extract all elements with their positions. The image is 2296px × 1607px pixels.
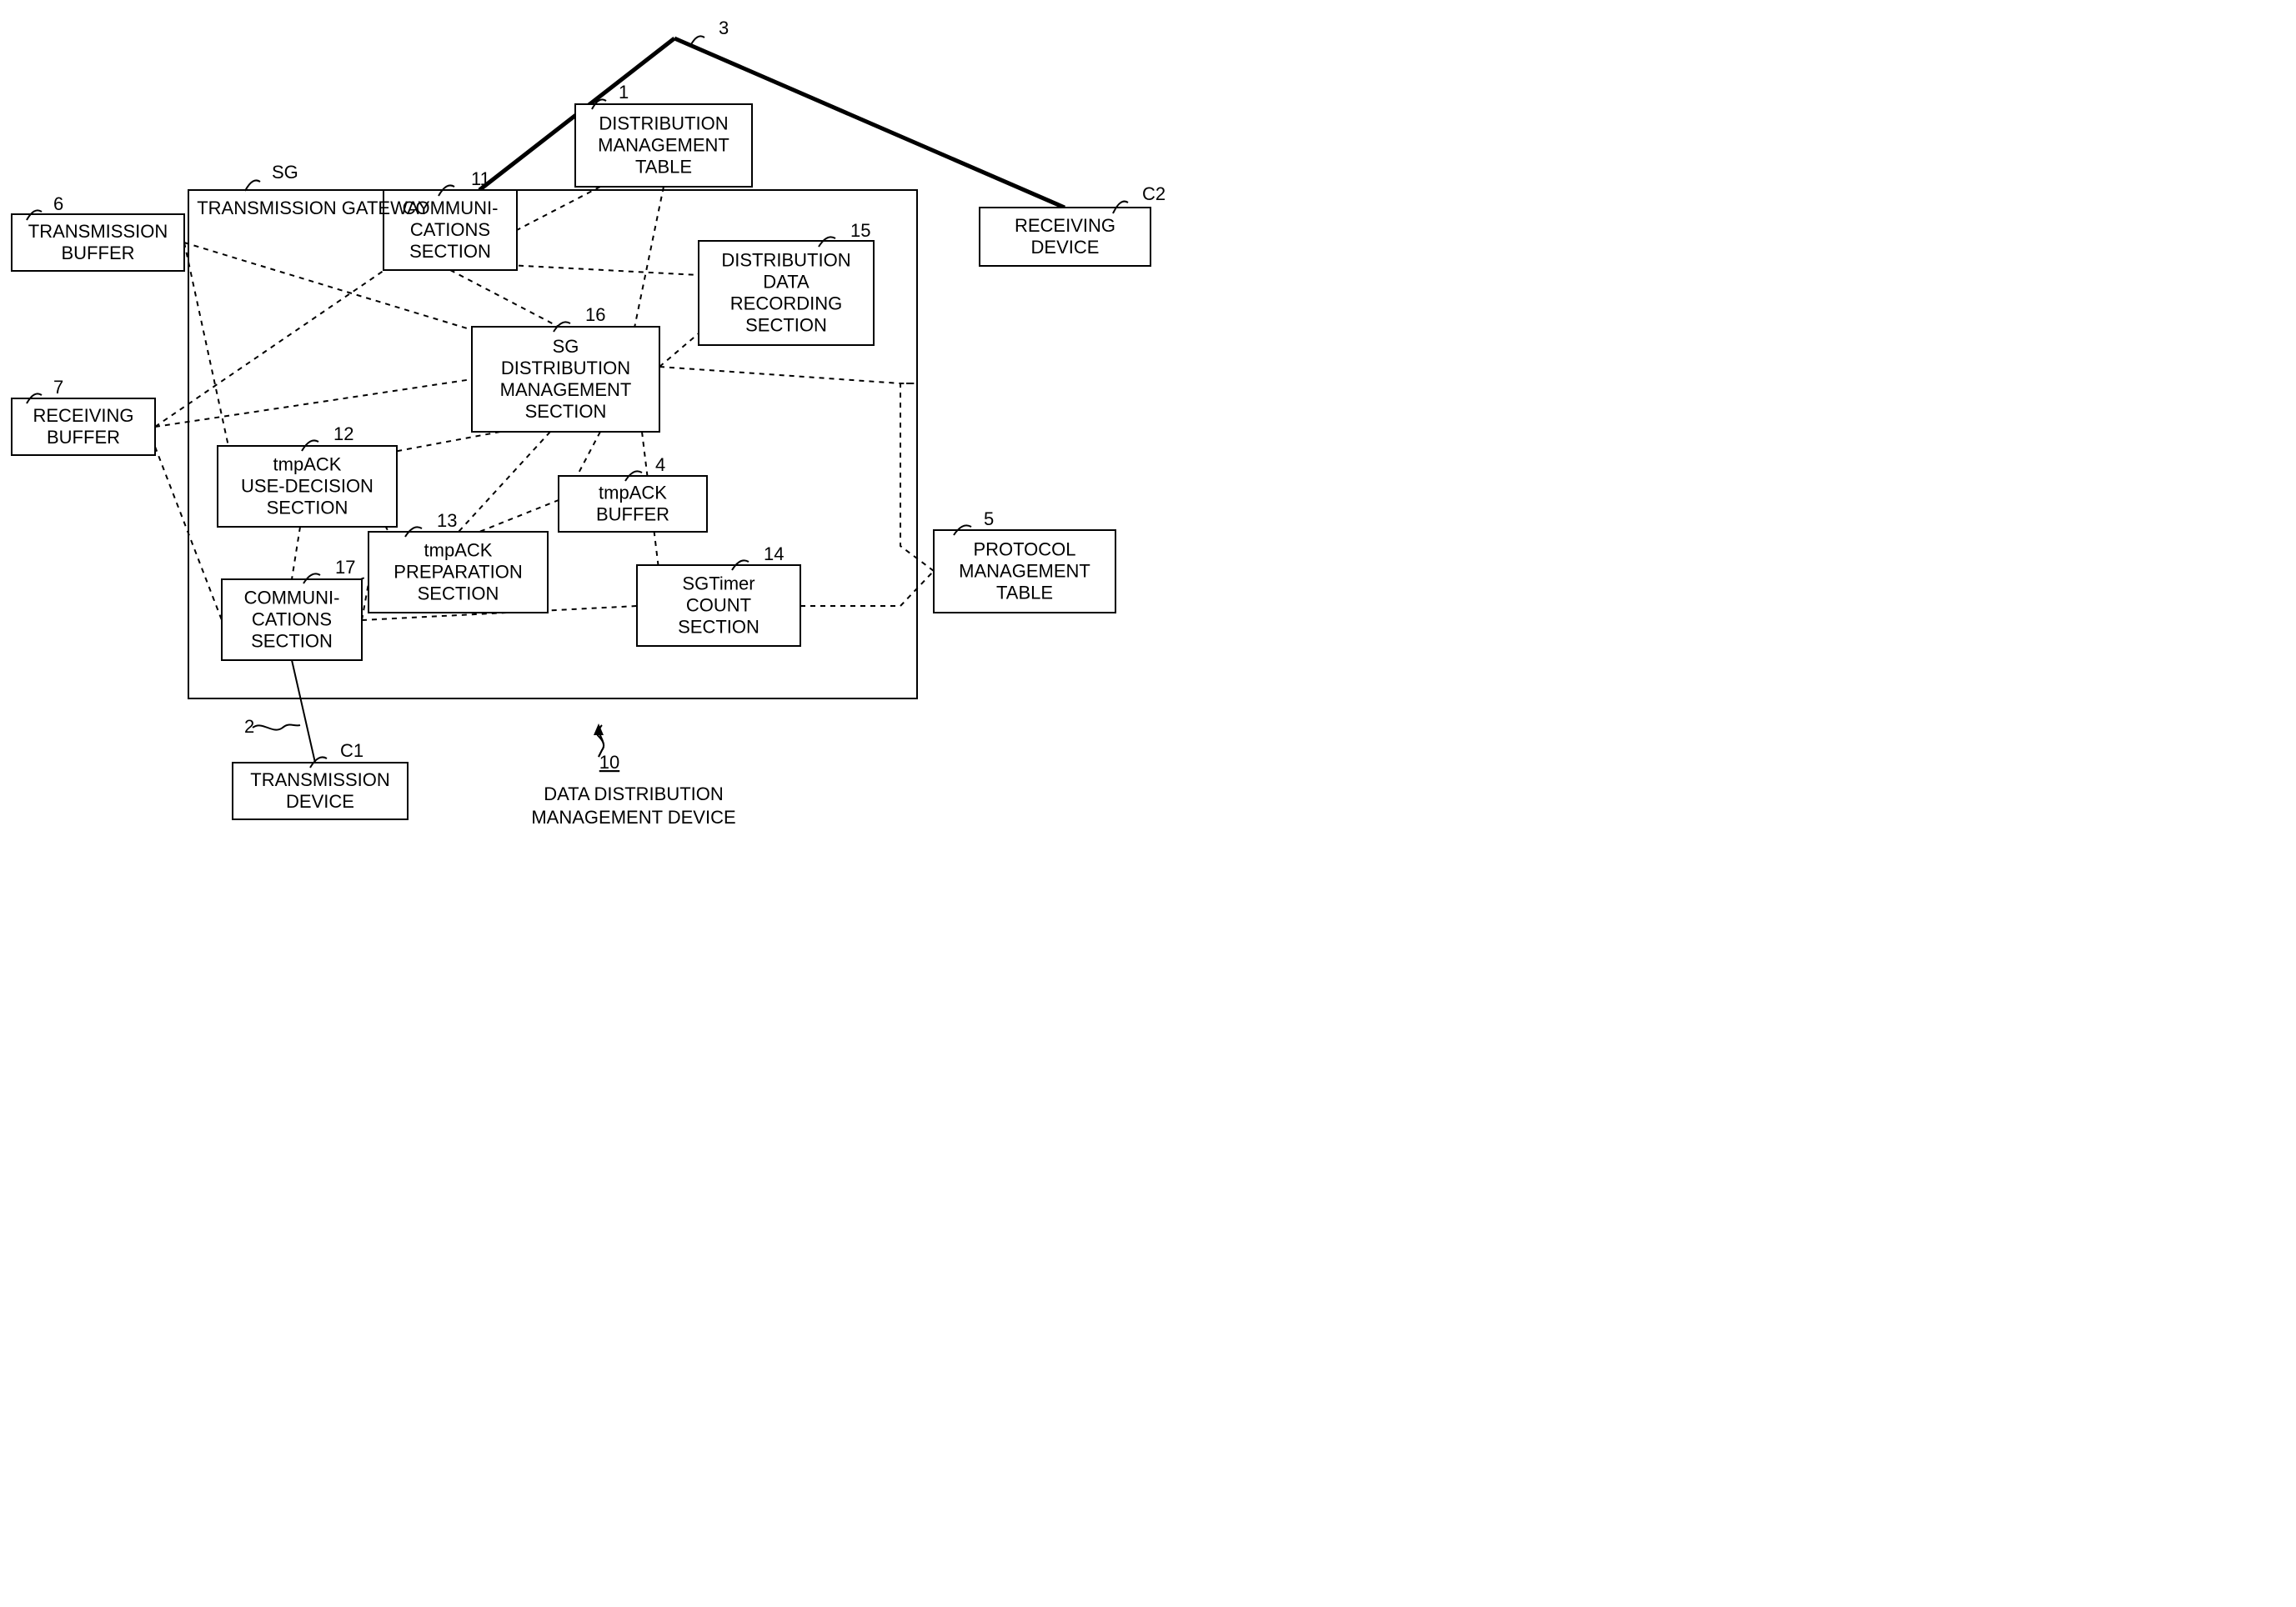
svg-text:USE-DECISION: USE-DECISION — [241, 476, 373, 497]
svg-text:tmpACK: tmpACK — [424, 540, 493, 561]
svg-text:SECTION: SECTION — [745, 315, 827, 336]
svg-text:RECEIVING: RECEIVING — [1015, 215, 1115, 236]
svg-text:SECTION: SECTION — [678, 617, 759, 638]
svg-text:2: 2 — [244, 716, 254, 737]
svg-text:TRANSMISSION: TRANSMISSION — [28, 221, 168, 242]
svg-text:BUFFER: BUFFER — [47, 427, 120, 448]
svg-text:MANAGEMENT DEVICE: MANAGEMENT DEVICE — [531, 807, 735, 828]
svg-text:3: 3 — [719, 18, 729, 38]
svg-text:RECORDING: RECORDING — [730, 293, 842, 314]
svg-text:15: 15 — [850, 220, 870, 241]
svg-text:14: 14 — [764, 543, 784, 564]
svg-text:DEVICE: DEVICE — [1031, 237, 1100, 258]
svg-text:DATA DISTRIBUTION: DATA DISTRIBUTION — [544, 783, 724, 804]
svg-text:SGTimer: SGTimer — [682, 573, 754, 594]
svg-text:BUFFER: BUFFER — [62, 243, 135, 263]
svg-text:TABLE: TABLE — [996, 583, 1053, 603]
svg-text:SECTION: SECTION — [251, 631, 333, 652]
svg-text:6: 6 — [53, 193, 63, 214]
svg-text:SECTION: SECTION — [525, 401, 607, 422]
svg-text:MANAGEMENT: MANAGEMENT — [500, 379, 632, 400]
svg-text:C2: C2 — [1142, 183, 1166, 204]
svg-text:C1: C1 — [340, 740, 363, 761]
svg-text:COUNT: COUNT — [686, 595, 751, 616]
svg-text:PROTOCOL: PROTOCOL — [973, 539, 1075, 560]
svg-text:10: 10 — [599, 752, 619, 773]
svg-text:5: 5 — [984, 508, 994, 529]
svg-text:DEVICE: DEVICE — [286, 791, 354, 812]
svg-text:17: 17 — [335, 557, 355, 578]
svg-text:RECEIVING: RECEIVING — [33, 405, 133, 426]
svg-text:SG: SG — [553, 336, 579, 357]
svg-text:11: 11 — [471, 168, 490, 189]
block-diagram: DISTRIBUTIONMANAGEMENTTABLECOMMUNI-CATIO… — [0, 0, 1227, 859]
boxes-layer — [12, 104, 1151, 819]
svg-text:SECTION: SECTION — [418, 583, 499, 604]
svg-text:tmpACK: tmpACK — [273, 454, 342, 475]
svg-text:TABLE: TABLE — [635, 157, 692, 178]
svg-text:DATA: DATA — [763, 272, 810, 293]
svg-text:PREPARATION: PREPARATION — [394, 562, 522, 583]
svg-text:13: 13 — [437, 510, 457, 531]
svg-text:CATIONS: CATIONS — [252, 609, 332, 630]
svg-text:SECTION: SECTION — [267, 498, 348, 518]
svg-text:12: 12 — [333, 423, 353, 444]
svg-text:16: 16 — [585, 304, 605, 325]
svg-text:4: 4 — [655, 454, 665, 475]
svg-text:7: 7 — [53, 377, 63, 398]
svg-text:COMMUNI-: COMMUNI- — [244, 588, 340, 608]
svg-text:DISTRIBUTION: DISTRIBUTION — [501, 358, 630, 378]
svg-text:DISTRIBUTION: DISTRIBUTION — [721, 250, 850, 271]
svg-text:1: 1 — [619, 82, 629, 103]
svg-text:TRANSMISSION GATEWAY: TRANSMISSION GATEWAY — [197, 198, 430, 218]
svg-text:DISTRIBUTION: DISTRIBUTION — [599, 113, 728, 134]
svg-text:CATIONS: CATIONS — [410, 219, 490, 240]
svg-text:MANAGEMENT: MANAGEMENT — [959, 561, 1090, 582]
svg-text:tmpACK: tmpACK — [599, 483, 667, 503]
svg-text:SG: SG — [272, 162, 298, 183]
svg-text:BUFFER: BUFFER — [596, 504, 669, 525]
svg-text:TRANSMISSION: TRANSMISSION — [250, 769, 389, 790]
svg-text:MANAGEMENT: MANAGEMENT — [598, 135, 729, 156]
svg-text:SECTION: SECTION — [409, 241, 491, 262]
